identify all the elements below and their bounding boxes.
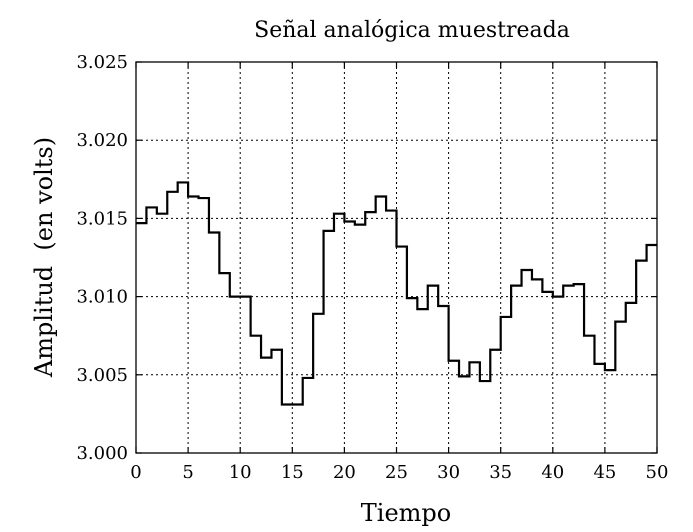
series-line (136, 181, 657, 406)
x-tick-label: 10 (229, 462, 252, 483)
x-tick-label: 5 (182, 462, 193, 483)
x-tick-label: 30 (437, 462, 460, 483)
y-tick-label: 3.000 (76, 443, 128, 464)
x-tick-label: 45 (593, 462, 616, 483)
x-tick-label: 0 (130, 462, 141, 483)
y-tick-label: 3.015 (76, 208, 128, 229)
y-tick-label: 3.010 (76, 287, 128, 308)
y-tick-labels: 3.000 3.005 3.010 3.015 3.020 3.025 (76, 52, 128, 464)
y-axis-label: Amplitud (en volts) (30, 137, 58, 378)
axis-ticks (135, 61, 658, 454)
x-tick-label: 25 (385, 462, 408, 483)
y-tick-label: 3.005 (76, 365, 128, 386)
y-tick-label: 3.020 (76, 130, 128, 151)
x-tick-label: 15 (281, 462, 304, 483)
x-tick-labels: 0 5 10 15 20 25 30 35 40 45 50 (130, 462, 668, 483)
chart-title: Señal analógica muestreada (254, 18, 570, 43)
x-tick-label: 35 (489, 462, 512, 483)
x-tick-label: 20 (333, 462, 356, 483)
y-tick-label: 3.025 (76, 52, 128, 73)
x-tick-label: 50 (646, 462, 669, 483)
x-axis-label: Tiempo (361, 499, 451, 527)
grid (136, 62, 657, 453)
x-tick-label: 40 (541, 462, 564, 483)
